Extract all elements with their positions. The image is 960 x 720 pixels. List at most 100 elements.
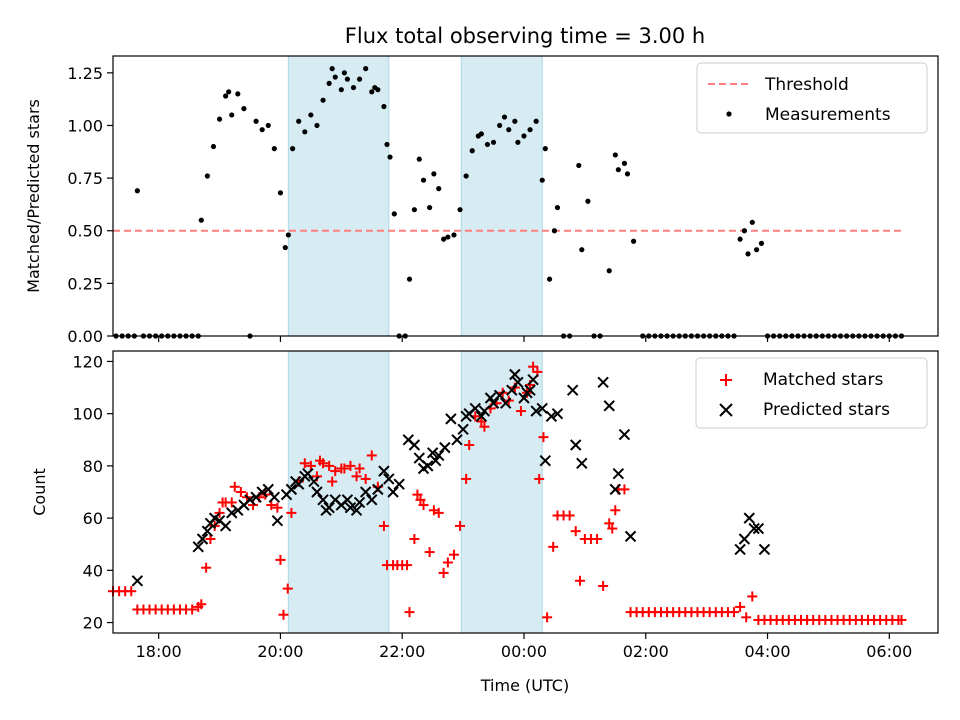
matched-star-point bbox=[415, 494, 426, 505]
matched-star-point bbox=[201, 562, 212, 573]
predicted-star-point bbox=[624, 530, 637, 543]
predicted-star-point bbox=[353, 496, 366, 509]
matched-star-point bbox=[741, 612, 752, 623]
predicted-star-point bbox=[748, 522, 760, 535]
predicted-star-point bbox=[256, 486, 268, 498]
predicted-star-point bbox=[734, 543, 746, 556]
matched-star-point bbox=[448, 549, 459, 560]
matched-star-point bbox=[266, 500, 277, 511]
measurement-point bbox=[612, 152, 618, 158]
predicted-star-point bbox=[603, 400, 615, 412]
predicted-star-point bbox=[493, 389, 506, 402]
predicted-star-point bbox=[566, 384, 579, 396]
measurement-point bbox=[356, 76, 363, 82]
predicted-star-point bbox=[219, 520, 232, 532]
top-shaded-interval-1 bbox=[287, 55, 390, 337]
top-y-ticks: 0.00 0.25 0.50 0.75 1.00 1.25 bbox=[67, 64, 113, 346]
predicted-star-point bbox=[408, 439, 421, 451]
measurement-point bbox=[265, 122, 271, 129]
predicted-star-point bbox=[271, 515, 284, 527]
predicted-star-point bbox=[487, 397, 500, 409]
matched-star-point bbox=[515, 406, 526, 417]
measurement-point bbox=[329, 66, 335, 72]
bottom-y-tick-label: 20 bbox=[83, 614, 103, 633]
matched-star-point bbox=[604, 518, 615, 529]
x-tick-label: 06:00 bbox=[866, 642, 912, 661]
predicted-star-point bbox=[618, 428, 631, 441]
measurement-point bbox=[375, 87, 381, 93]
measurement-point bbox=[515, 139, 521, 145]
measurement-point bbox=[436, 186, 442, 192]
bottom-plot-frame bbox=[112, 350, 939, 634]
measurement-point bbox=[441, 236, 447, 242]
predicted-star-point bbox=[545, 410, 558, 422]
matched-star-point bbox=[205, 534, 216, 544]
measurement-point bbox=[741, 228, 747, 234]
matched-star-point bbox=[528, 361, 539, 372]
measurement-point bbox=[363, 66, 369, 72]
measurement-point bbox=[753, 247, 760, 253]
matched-star-point bbox=[433, 507, 444, 518]
measurement-point bbox=[585, 198, 591, 204]
bottom-y-tick-label: 120 bbox=[72, 352, 103, 371]
predicted-star-point bbox=[509, 368, 521, 381]
predicted-star-point bbox=[457, 423, 469, 436]
predicted-star-point bbox=[341, 494, 354, 506]
measurement-point bbox=[285, 232, 291, 238]
legend-matched-swatch bbox=[720, 374, 732, 386]
bottom-legend: Matched stars Predicted stars bbox=[695, 357, 928, 429]
matched-star-point bbox=[476, 416, 487, 427]
predicted-star-point bbox=[308, 475, 320, 488]
predicted-star-point bbox=[500, 397, 512, 409]
x-tick-label: 00:00 bbox=[501, 642, 547, 661]
measurement-point bbox=[758, 240, 765, 246]
measurement-point bbox=[384, 141, 390, 148]
measurement-point bbox=[527, 127, 533, 133]
predicted-star-point bbox=[539, 454, 551, 467]
measurement-point bbox=[497, 122, 503, 129]
predicted-star-point bbox=[506, 384, 518, 396]
predicted-star-point bbox=[372, 483, 384, 496]
predicted-star-point bbox=[387, 486, 399, 498]
measurement-point bbox=[391, 211, 397, 217]
matched-star-point bbox=[196, 599, 207, 610]
matched-star-point bbox=[564, 510, 575, 521]
predicted-star-point bbox=[527, 374, 539, 386]
measurement-point bbox=[745, 251, 751, 257]
measurement-point bbox=[290, 146, 296, 152]
predicted-star-point bbox=[422, 460, 434, 472]
matched-star-point bbox=[455, 520, 466, 531]
measurement-point bbox=[445, 234, 451, 240]
matched-star-point bbox=[534, 473, 545, 484]
measurement-point bbox=[457, 207, 463, 213]
measurement-point bbox=[271, 146, 277, 152]
top-legend: Threshold Measurements bbox=[696, 62, 928, 134]
x-tick-label: 04:00 bbox=[744, 642, 790, 661]
matched-star-point bbox=[610, 505, 621, 516]
matched-star-point bbox=[226, 497, 237, 508]
measurement-point bbox=[320, 97, 326, 103]
predicted-star-point bbox=[576, 457, 588, 469]
measurement-point bbox=[253, 118, 259, 124]
measurement-point bbox=[344, 76, 351, 82]
legend-predicted-label: Predicted stars bbox=[763, 400, 890, 420]
predicted-star-point bbox=[469, 402, 481, 415]
predicted-star-point bbox=[201, 525, 214, 537]
measurement-point bbox=[210, 143, 217, 150]
predicted-star-point bbox=[366, 494, 378, 506]
measurement-point bbox=[226, 89, 232, 95]
predicted-star-point bbox=[226, 507, 238, 519]
matched-star-point bbox=[424, 547, 435, 558]
matched-star-point bbox=[598, 581, 609, 591]
bottom-y-ticks: 20 40 60 80 100 120 bbox=[72, 352, 113, 633]
measurement-point bbox=[551, 228, 558, 234]
matched-star-point bbox=[272, 502, 283, 513]
matched-star-point bbox=[214, 507, 225, 518]
top-shaded-intervals bbox=[287, 55, 543, 337]
predicted-star-point bbox=[451, 434, 463, 446]
measurement-point bbox=[506, 127, 512, 133]
top-shaded-interval-2 bbox=[460, 55, 543, 337]
predicted-star-point bbox=[752, 522, 765, 535]
matched-star-point bbox=[402, 560, 413, 571]
